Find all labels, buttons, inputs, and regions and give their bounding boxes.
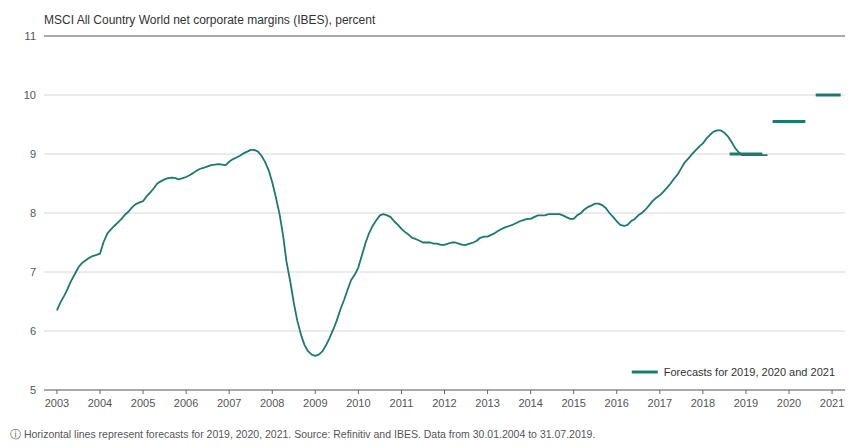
x-tick bbox=[659, 390, 660, 394]
x-tick bbox=[616, 390, 617, 394]
legend-swatch bbox=[632, 371, 658, 374]
x-tick bbox=[573, 390, 574, 394]
y-tick-label: 10 bbox=[24, 89, 36, 101]
x-tick-label: 2010 bbox=[346, 397, 370, 409]
x-tick bbox=[444, 390, 445, 394]
grid-line bbox=[44, 213, 845, 214]
y-tick-label: 11 bbox=[25, 30, 36, 42]
x-tick-label: 2005 bbox=[131, 397, 155, 409]
x-tick bbox=[487, 390, 488, 394]
top-frame-line bbox=[44, 36, 845, 37]
x-tick-label: 2015 bbox=[561, 397, 585, 409]
x-tick bbox=[272, 390, 273, 394]
grid-line bbox=[44, 154, 845, 155]
x-tick-label: 2014 bbox=[518, 397, 542, 409]
x-tick-label: 2017 bbox=[648, 397, 672, 409]
x-tick bbox=[186, 390, 187, 394]
background bbox=[0, 0, 861, 448]
x-tick-label: 2018 bbox=[691, 397, 715, 409]
x-tick bbox=[315, 390, 316, 394]
x-tick bbox=[143, 390, 144, 394]
grid-line bbox=[44, 272, 845, 273]
x-tick-label: 2008 bbox=[260, 397, 284, 409]
x-tick-label: 2004 bbox=[88, 397, 112, 409]
y-tick-label: 8 bbox=[30, 207, 36, 219]
legend-label: Forecasts for 2019, 2020 and 2021 bbox=[664, 366, 835, 378]
title: MSCI All Country World net corporate mar… bbox=[44, 13, 376, 27]
x-tick bbox=[702, 390, 703, 394]
forecast-segment bbox=[816, 94, 841, 97]
x-tick bbox=[745, 390, 746, 394]
x-tick-label: 2003 bbox=[45, 397, 69, 409]
x-tick-label: 2019 bbox=[734, 397, 758, 409]
x-tick bbox=[530, 390, 531, 394]
legend: Forecasts for 2019, 2020 and 2021 bbox=[632, 366, 835, 378]
plot-data bbox=[57, 95, 841, 356]
x-tick-label: 2012 bbox=[432, 397, 456, 409]
x-tick-label: 2011 bbox=[390, 397, 414, 409]
forecast-segment bbox=[730, 153, 763, 156]
grid-line bbox=[44, 36, 845, 37]
x-tick bbox=[229, 390, 230, 394]
line bbox=[57, 130, 768, 355]
footnote: ⓘ Horizontal lines represent forecasts f… bbox=[10, 428, 595, 440]
x-tick-label: 2020 bbox=[777, 397, 801, 409]
x-tick bbox=[789, 390, 790, 394]
forecast-segment bbox=[773, 120, 806, 123]
y-tick-label: 7 bbox=[30, 266, 36, 278]
chart: 5 6 7 8 9 10 11 2003 2004 2005 2006 2007 2008 2009 201… bbox=[0, 0, 861, 448]
grid bbox=[44, 36, 845, 390]
x-tick bbox=[99, 390, 100, 394]
x-tick-label: 2007 bbox=[217, 397, 241, 409]
x-tick bbox=[832, 390, 833, 394]
x-tick-label: 2021 bbox=[820, 397, 844, 409]
x-tick bbox=[56, 390, 57, 394]
y-tick-label: 9 bbox=[30, 148, 36, 160]
x-tick bbox=[401, 390, 402, 394]
x-tick-label: 2006 bbox=[174, 397, 198, 409]
x-tick-label: 2016 bbox=[605, 397, 629, 409]
y-tick-label: 5 bbox=[30, 384, 36, 396]
grid-line bbox=[44, 95, 845, 96]
x-tick bbox=[358, 390, 359, 394]
x-tick-label: 2013 bbox=[475, 397, 499, 409]
grid-line bbox=[44, 331, 845, 332]
x-tick-label: 2009 bbox=[303, 397, 327, 409]
y-tick-label: 6 bbox=[30, 325, 36, 337]
